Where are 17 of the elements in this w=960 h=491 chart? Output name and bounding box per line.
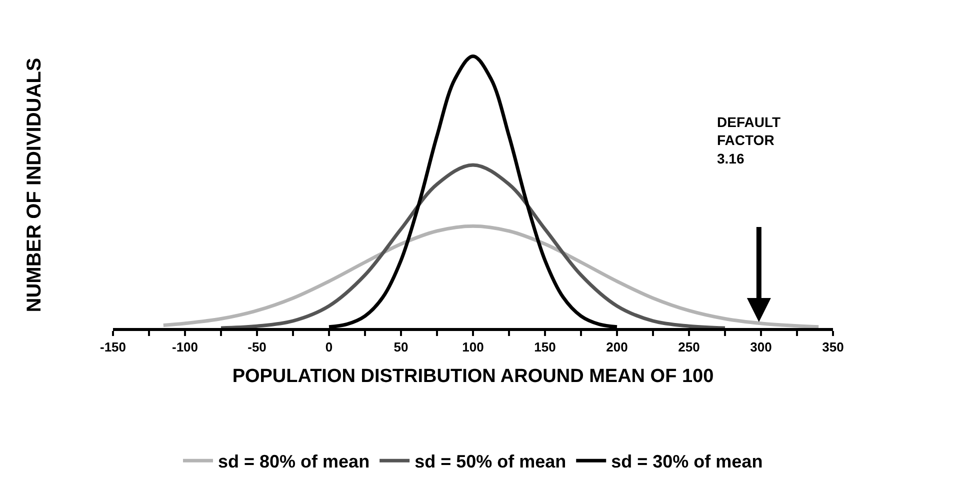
x-tick-label: 150 <box>534 339 556 354</box>
legend-label: sd = 50% of mean <box>414 452 566 472</box>
x-tick-label: 100 <box>462 339 484 354</box>
x-tick-label: -100 <box>172 339 198 354</box>
legend-label: sd = 80% of mean <box>218 452 370 472</box>
x-tick-label: 350 <box>822 339 844 354</box>
annotation: DEFAULT FACTOR 3.16 <box>717 114 781 166</box>
legend-label: sd = 30% of mean <box>611 452 763 472</box>
x-tick-label: 200 <box>606 339 628 354</box>
x-tick-label: 300 <box>750 339 772 354</box>
x-tick-label: 250 <box>678 339 700 354</box>
x-tick-label: 0 <box>325 339 333 354</box>
x-tick-label: -150 <box>100 339 126 354</box>
x-axis-title: POPULATION DISTRIBUTION AROUND MEAN OF 100 <box>232 366 714 388</box>
x-tick-label: 50 <box>394 339 408 354</box>
x-tick-label: -50 <box>248 339 266 354</box>
y-axis-title: NUMBER OF INDIVIDUALS <box>24 58 46 312</box>
